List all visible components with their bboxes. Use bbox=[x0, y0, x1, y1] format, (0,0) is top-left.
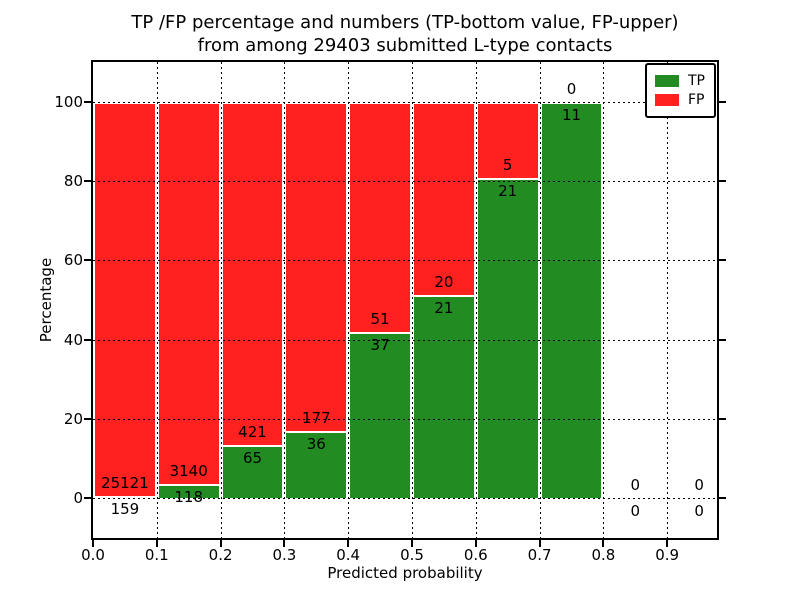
gridline-x-0.9 bbox=[667, 62, 669, 538]
gridline-y-100 bbox=[93, 101, 717, 103]
fp-count-label: 5 bbox=[502, 155, 513, 174]
y-axis-label: Percentage bbox=[37, 257, 55, 343]
fp-count-label: 20 bbox=[434, 273, 454, 292]
plot-area: 25121 159 3140 118 421 65 177 36 51 37 20 21 5 21 0 11 0… bbox=[91, 60, 719, 540]
bar-fp-0.4-0.5 bbox=[348, 101, 412, 332]
y-tick-mark bbox=[84, 338, 91, 341]
fp-count-label: 0 bbox=[566, 79, 577, 98]
gridline-x-0.5 bbox=[412, 62, 413, 538]
x-tick-label: 0.5 bbox=[400, 546, 424, 564]
y-tick-mark-right bbox=[719, 338, 726, 341]
bar-fp-0.6-0.7 bbox=[475, 101, 540, 178]
x-tick-mark bbox=[602, 540, 605, 547]
fp-count-label: 25121 bbox=[101, 473, 149, 492]
fp-count-label: 421 bbox=[238, 423, 267, 442]
x-tick-mark bbox=[666, 540, 669, 547]
fp-count-label: 3140 bbox=[169, 461, 208, 480]
gridline-y-0 bbox=[93, 498, 717, 500]
x-tick-mark bbox=[219, 540, 222, 547]
bar-fp-0.3-0.4 bbox=[284, 101, 349, 432]
y-tick-mark-right bbox=[719, 259, 726, 262]
tp-count-label: 36 bbox=[306, 435, 326, 454]
fp-count-label: 0 bbox=[630, 476, 641, 495]
fp-count-label: 51 bbox=[370, 309, 390, 328]
bar-fp-0.0-0.1 bbox=[93, 101, 157, 496]
y-tick-mark-right bbox=[719, 180, 726, 182]
x-tick-label: 0.1 bbox=[144, 546, 169, 564]
legend-swatch-tp-icon bbox=[655, 75, 679, 87]
gridline-x-0.7 bbox=[539, 62, 541, 538]
y-tick-label: 100 bbox=[54, 92, 83, 111]
bar-fp-0.5-0.6 bbox=[412, 101, 476, 296]
y-tick-mark-right bbox=[719, 100, 726, 103]
fp-count-label: 177 bbox=[301, 409, 331, 428]
y-tick-label: 40 bbox=[63, 330, 83, 349]
fp-count-label: 0 bbox=[694, 476, 704, 495]
bar-fp-0.1-0.2 bbox=[156, 101, 221, 484]
legend-label-fp: FP bbox=[688, 92, 705, 108]
gridline-x-0.8 bbox=[603, 62, 605, 538]
y-tick-label: 0 bbox=[73, 489, 83, 508]
x-tick-label: 0.6 bbox=[463, 546, 488, 564]
tp-count-label: 159 bbox=[110, 499, 140, 518]
legend-swatch-fp-icon bbox=[655, 94, 679, 106]
y-tick-mark-right bbox=[719, 418, 726, 420]
tp-count-label: 65 bbox=[242, 449, 263, 468]
bar-tp-0.4-0.5 bbox=[348, 331, 412, 499]
legend: TP FP bbox=[645, 63, 716, 118]
tp-count-label: 0 bbox=[694, 502, 704, 521]
x-tick-label: 0.0 bbox=[81, 546, 105, 564]
tp-count-label: 0 bbox=[630, 502, 641, 521]
gridline-x-0.1 bbox=[156, 62, 158, 538]
gridline-x-0.3 bbox=[284, 62, 286, 538]
tp-count-label: 21 bbox=[498, 181, 518, 200]
y-tick-label: 80 bbox=[63, 172, 83, 190]
bar-tp-0.5-0.6 bbox=[412, 295, 476, 499]
x-tick-mark bbox=[92, 540, 94, 547]
gridline-y-80 bbox=[93, 181, 717, 182]
tp-count-label: 118 bbox=[174, 487, 203, 506]
gridline-y-60 bbox=[93, 260, 717, 262]
x-tick-mark bbox=[538, 540, 541, 547]
legend-entry-tp: TP bbox=[655, 73, 705, 89]
gridline-y-40 bbox=[93, 339, 717, 341]
x-tick-label: 0.9 bbox=[655, 546, 680, 564]
x-axis-label: Predicted probability bbox=[327, 564, 483, 582]
x-tick-mark bbox=[474, 540, 477, 547]
y-tick-mark bbox=[84, 418, 91, 420]
tp-count-label: 37 bbox=[370, 335, 390, 354]
legend-label-tp: TP bbox=[688, 73, 705, 89]
y-tick-mark bbox=[84, 100, 91, 103]
x-tick-label: 0.4 bbox=[336, 546, 361, 564]
gridline-x-0.2 bbox=[220, 62, 222, 538]
x-tick-label: 0.7 bbox=[527, 546, 552, 564]
bar-fp-0.2-0.3 bbox=[220, 101, 285, 446]
x-tick-mark bbox=[283, 540, 286, 547]
gridline-y-20 bbox=[93, 419, 717, 420]
y-tick-mark bbox=[84, 259, 91, 262]
x-tick-label: 0.2 bbox=[208, 546, 233, 564]
x-tick-mark bbox=[347, 540, 350, 547]
chart-title-line1: TP /FP percentage and numbers (TP-bottom… bbox=[131, 12, 679, 33]
y-tick-mark bbox=[84, 497, 91, 500]
gridline-x-0.4 bbox=[348, 62, 350, 538]
y-tick-mark bbox=[84, 180, 91, 182]
y-tick-label: 20 bbox=[63, 410, 83, 428]
x-tick-label: 0.8 bbox=[591, 546, 616, 564]
x-tick-mark bbox=[411, 540, 413, 547]
legend-entry-fp: FP bbox=[655, 92, 705, 108]
x-tick-mark bbox=[155, 540, 158, 547]
chart-title-line2: from among 29403 submitted L-type contac… bbox=[197, 35, 613, 56]
tp-count-label: 11 bbox=[561, 105, 582, 124]
y-tick-label: 60 bbox=[63, 251, 83, 270]
bar-tp-0.7-0.8 bbox=[539, 101, 604, 499]
gridline-x-0.6 bbox=[475, 62, 477, 538]
x-tick-label: 0.3 bbox=[272, 546, 297, 564]
y-tick-mark-right bbox=[719, 497, 726, 500]
tp-count-label: 21 bbox=[434, 299, 454, 318]
bar-tp-0.6-0.7 bbox=[475, 177, 540, 499]
chart-title: TP /FP percentage and numbers (TP-bottom… bbox=[93, 11, 717, 57]
